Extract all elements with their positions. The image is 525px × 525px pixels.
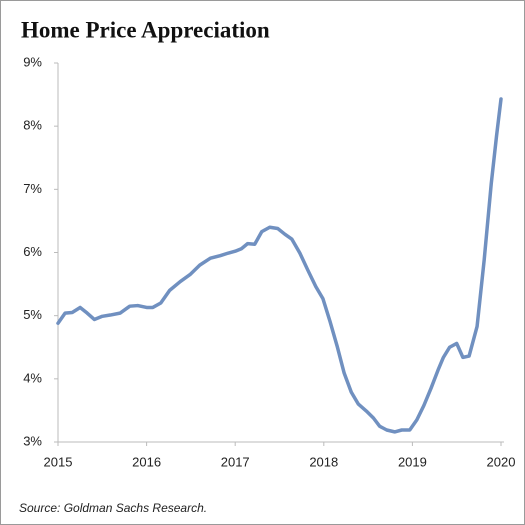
data-line	[56, 97, 503, 434]
x-tick-label: 2018	[309, 454, 338, 469]
y-tick-label: 9%	[23, 54, 42, 69]
y-tick-label: 6%	[23, 244, 42, 259]
x-tick-label: 2019	[398, 454, 427, 469]
y-tick-label: 5%	[23, 307, 42, 322]
y-tick-label: 8%	[23, 118, 42, 133]
chart-title: Home Price Appreciation	[21, 17, 270, 42]
source-note: Source: Goldman Sachs Research.	[19, 501, 207, 515]
y-tick-label: 7%	[23, 181, 42, 196]
y-tick-label: 4%	[23, 370, 42, 385]
x-tick-label: 2017	[221, 454, 250, 469]
x-tick-label: 2015	[44, 454, 73, 469]
x-tick-label: 2020	[487, 454, 516, 469]
y-tick-label: 3%	[23, 433, 42, 448]
x-tick-label: 2016	[132, 454, 161, 469]
